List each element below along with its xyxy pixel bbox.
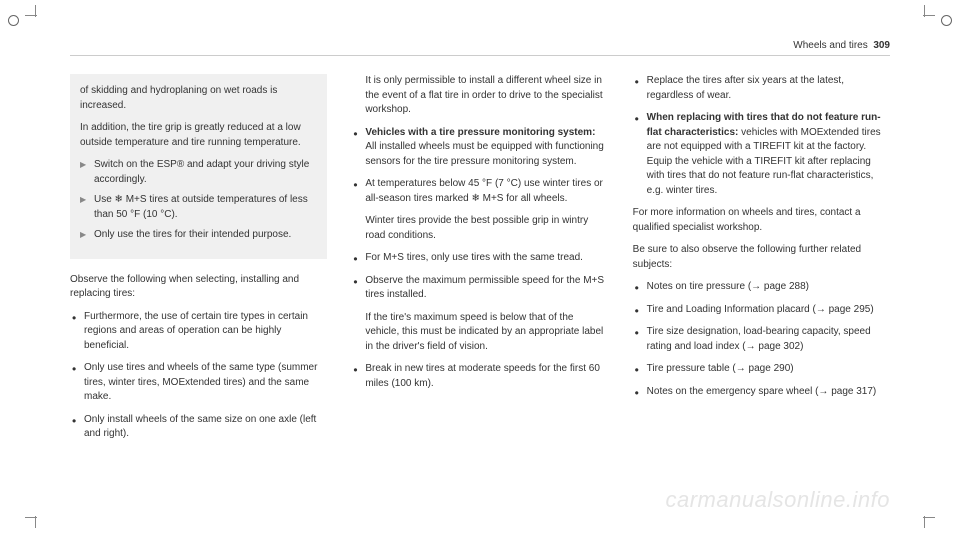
- column-1: of skidding and hydroplaning on wet road…: [70, 74, 327, 450]
- list-item: When replacing with tires that do not fe…: [633, 111, 890, 198]
- body-text: Winter tires provide the best possible g…: [351, 214, 608, 243]
- crop-mark: [25, 508, 45, 528]
- body-text: It is only permissible to install a diff…: [351, 74, 608, 118]
- list-item: Tire size designation, load-bearing capa…: [633, 325, 890, 354]
- body-text: Observe the following when selecting, in…: [70, 273, 327, 302]
- crop-mark: [25, 5, 45, 25]
- page-header: Wheels and tires 309: [70, 40, 890, 56]
- body-text: of skidding and hydroplaning on wet road…: [80, 84, 317, 113]
- crop-mark: [915, 5, 935, 25]
- bullet-list: Replace the tires after six years at the…: [633, 74, 890, 198]
- list-item: Notes on tire pressure (→ page 288): [633, 280, 890, 295]
- action-item: Only use the tires for their intended pu…: [80, 228, 317, 243]
- action-item: Use ❄ M+S tires at outside temperatures …: [80, 193, 317, 222]
- list-item: Furthermore, the use of certain tire typ…: [70, 310, 327, 354]
- body-text: All installed wheels must be equipped wi…: [365, 141, 603, 167]
- bullet-list: Break in new tires at moderate speeds fo…: [351, 362, 608, 391]
- action-item: Switch on the ESP® and adapt your drivin…: [80, 158, 317, 187]
- list-item: Vehicles with a tire pressure monitoring…: [351, 126, 608, 170]
- content-columns: of skidding and hydroplaning on wet road…: [70, 74, 890, 450]
- bullet-list: Furthermore, the use of certain tire typ…: [70, 310, 327, 442]
- bullet-list: Vehicles with a tire pressure monitoring…: [351, 126, 608, 207]
- list-item: Only install wheels of the same size on …: [70, 413, 327, 442]
- page-content: Wheels and tires 309 of skidding and hyd…: [0, 0, 960, 533]
- body-text: Be sure to also observe the following fu…: [633, 243, 890, 272]
- highlighted-box: of skidding and hydroplaning on wet road…: [70, 74, 327, 259]
- list-item: For M+S tires, only use tires with the s…: [351, 251, 608, 266]
- list-item: Notes on the emergency spare wheel (→ pa…: [633, 385, 890, 400]
- bullet-list: For M+S tires, only use tires with the s…: [351, 251, 608, 303]
- column-3: Replace the tires after six years at the…: [633, 74, 890, 450]
- body-text: In addition, the tire grip is greatly re…: [80, 121, 317, 150]
- bullet-list: Notes on tire pressure (→ page 288) Tire…: [633, 280, 890, 399]
- action-list: Switch on the ESP® and adapt your drivin…: [80, 158, 317, 243]
- body-text: For more information on wheels and tires…: [633, 206, 890, 235]
- list-item: Observe the maximum permissible speed fo…: [351, 274, 608, 303]
- bold-text: Vehicles with a tire pressure monitoring…: [365, 127, 595, 138]
- punch-hole-icon: [8, 15, 19, 26]
- crop-mark: [915, 508, 935, 528]
- list-item: Break in new tires at moderate speeds fo…: [351, 362, 608, 391]
- punch-hole-icon: [941, 15, 952, 26]
- list-item: Replace the tires after six years at the…: [633, 74, 890, 103]
- list-item: Tire and Loading Information placard (→ …: [633, 303, 890, 318]
- page-number: 309: [873, 40, 890, 51]
- list-item: At temperatures below 45 °F (7 °C) use w…: [351, 177, 608, 206]
- list-item: Only use tires and wheels of the same ty…: [70, 361, 327, 405]
- section-title: Wheels and tires: [793, 40, 867, 51]
- body-text: If the tire's maximum speed is below tha…: [351, 311, 608, 355]
- column-2: It is only permissible to install a diff…: [351, 74, 608, 450]
- list-item: Tire pressure table (→ page 290): [633, 362, 890, 377]
